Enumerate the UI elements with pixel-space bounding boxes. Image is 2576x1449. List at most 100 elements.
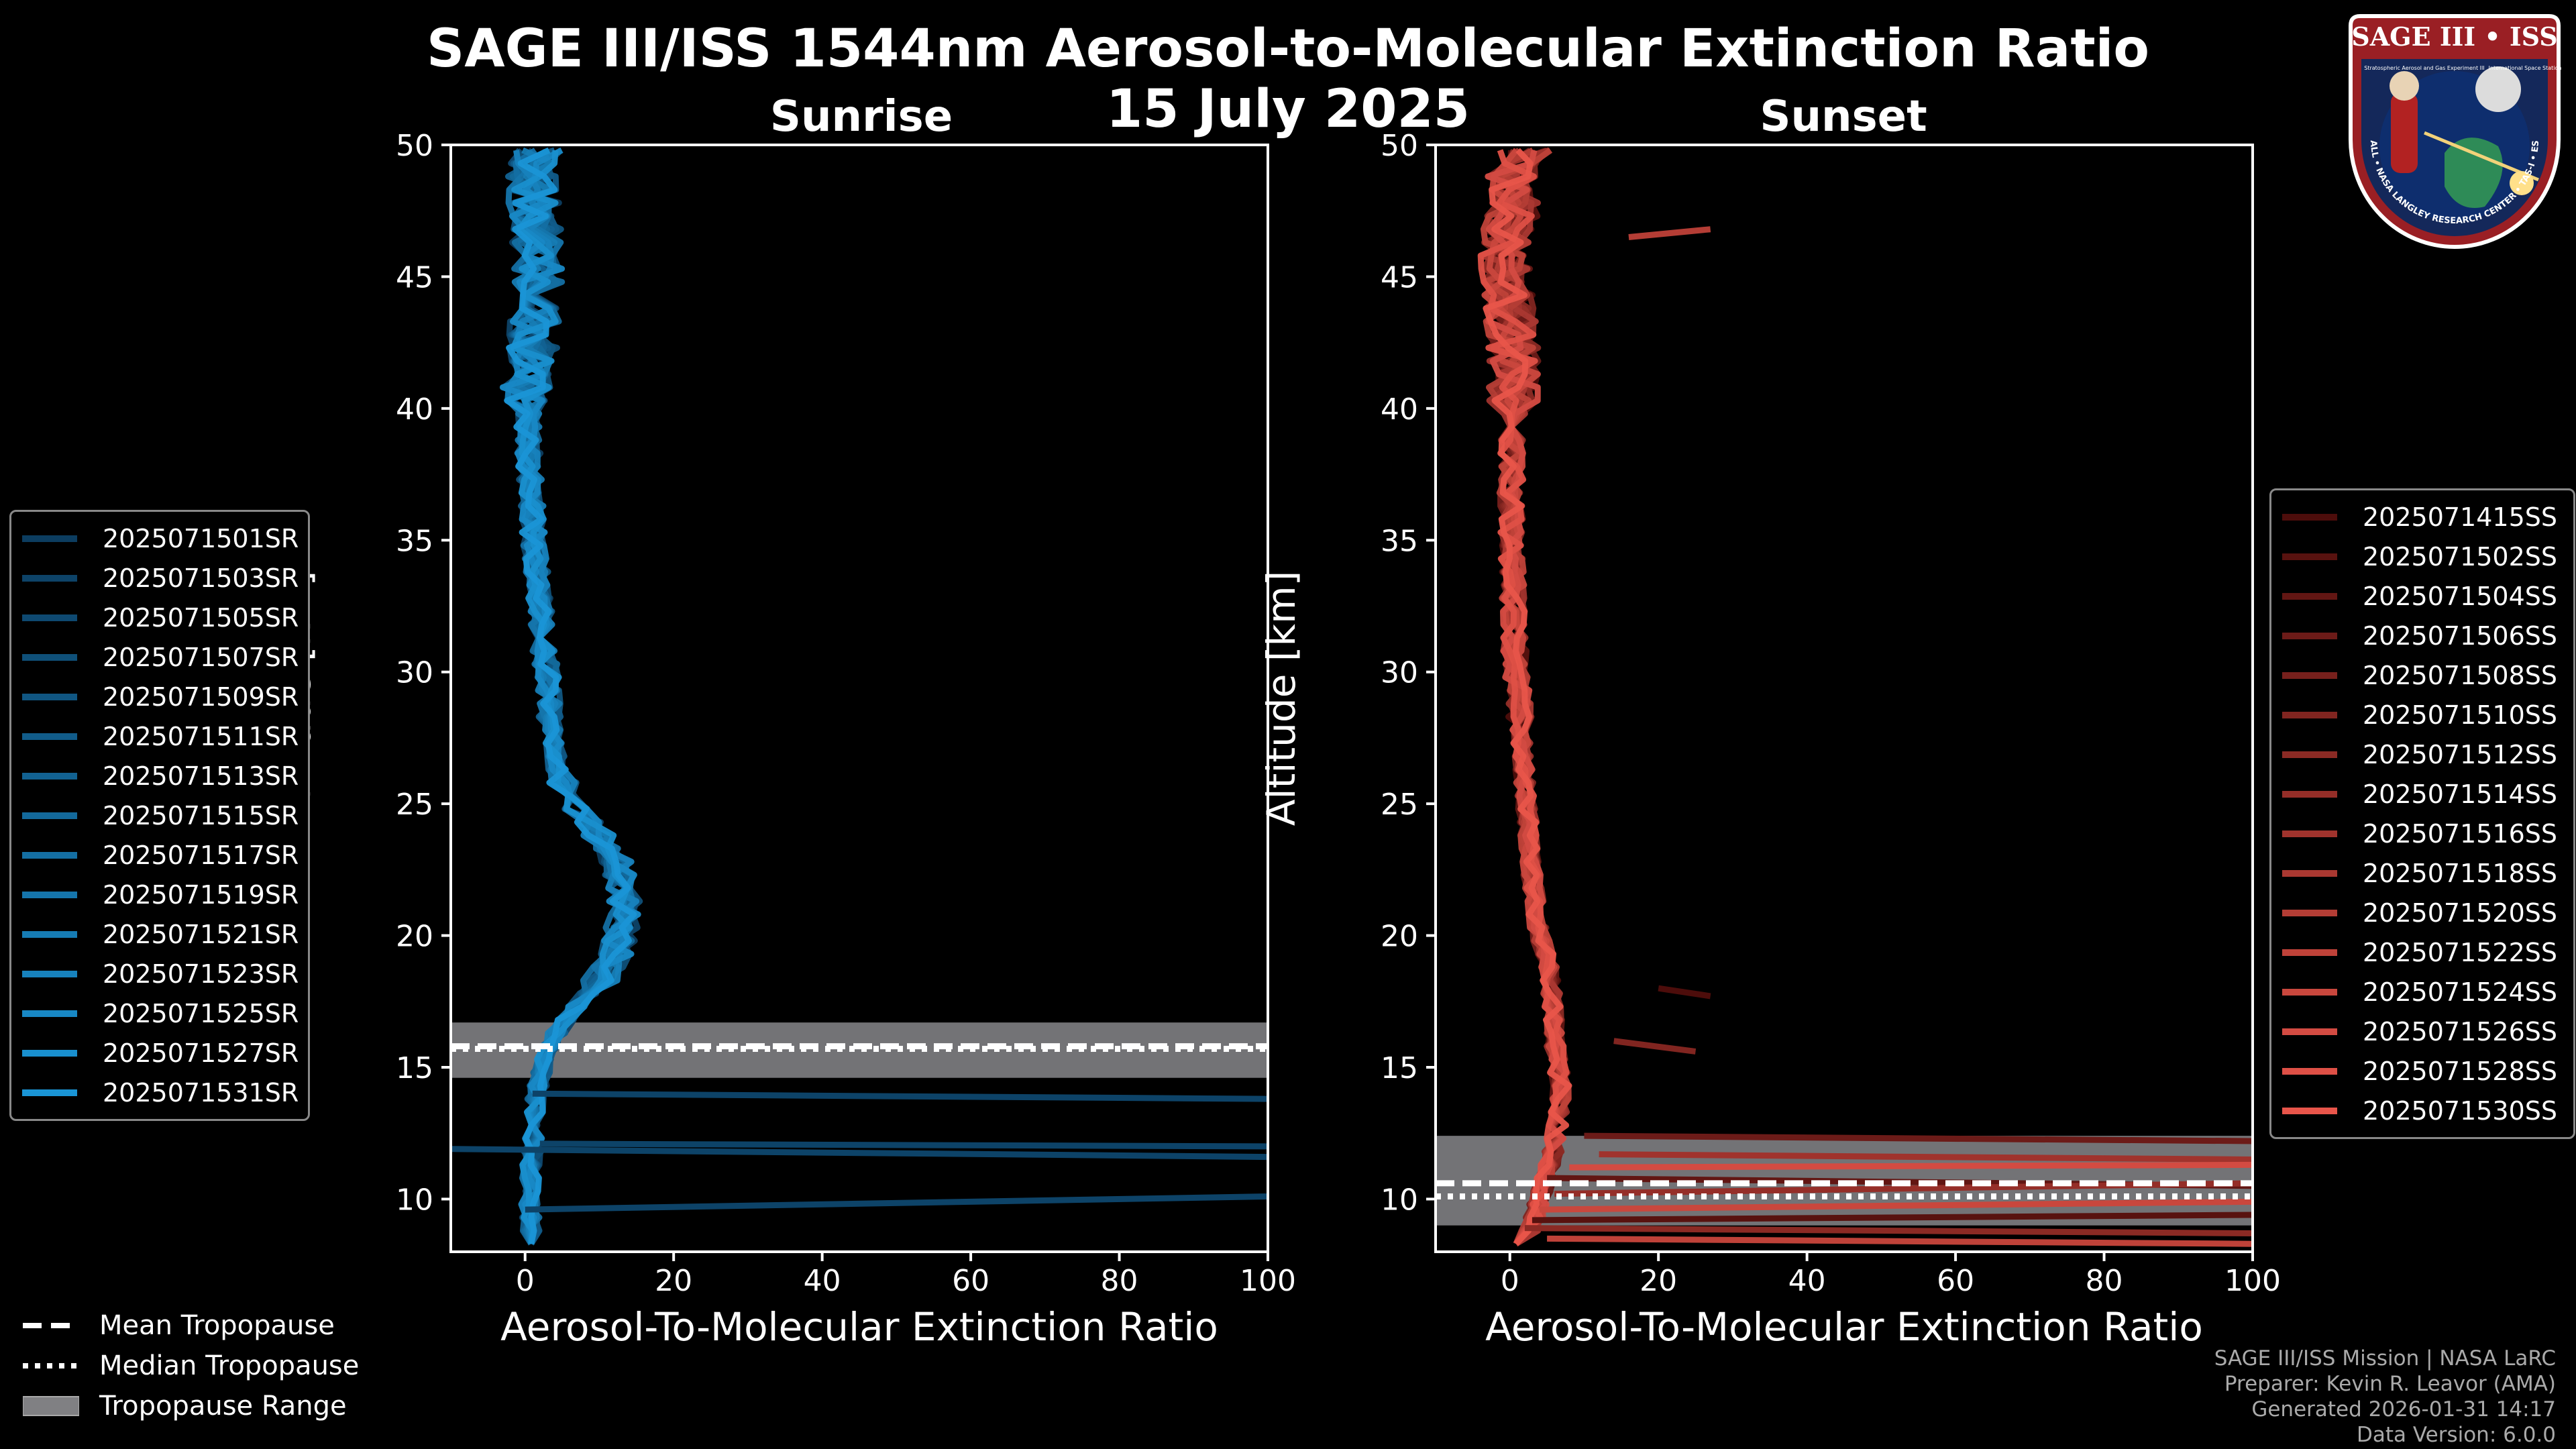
legend-item-2025071513SR: 2025071513SR [22,756,299,796]
y-tick-label: 40 [1381,392,1418,427]
legend-swatch [2282,513,2337,521]
legend-label: 2025071526SS [2363,1016,2558,1046]
legend-item-2025071519SR: 2025071519SR [22,875,299,914]
legend-swatch [22,1049,77,1057]
legend-label: 2025071527SR [103,1038,299,1068]
legend-item-2025071531SR: 2025071531SR [22,1073,299,1112]
y-tick-label: 20 [1381,920,1418,954]
legend-item-2025071415SS: 2025071415SS [2282,497,2563,537]
legend-item-2025071515SR: 2025071515SR [22,796,299,835]
legend-label: 2025071508SS [2363,660,2558,690]
x-tick-label: 80 [1101,1264,1138,1298]
legend-label: 2025071525SR [103,998,299,1028]
legend-item-2025071518SS: 2025071518SS [2282,853,2563,893]
profile-line-2025071528SS [1477,149,1570,1246]
legend-swatch [22,535,77,542]
sunrise-legend: 2025071501SR 2025071503SR 2025071505SR 2025… [9,510,310,1121]
y-tick-label: 25 [396,788,433,822]
x-tick-label: 40 [804,1264,841,1298]
y-tick-label: 50 [396,129,433,163]
legend-swatch [22,693,77,700]
y-tick-label: 15 [1381,1051,1418,1085]
legend-label: 2025071531SR [103,1077,299,1108]
x-tick-label: 20 [1640,1264,1677,1298]
outlier-line [532,1090,1268,1102]
legend-swatch [22,891,77,898]
legend-swatch [22,733,77,740]
y-tick-label: 10 [396,1183,433,1217]
legend-label: 2025071507SR [103,642,299,672]
legend-item-2025071516SS: 2025071516SS [2282,814,2563,853]
y-tick-label: 35 [396,524,433,558]
plot-frame [1434,144,2254,1253]
footer-generated: Generated 2026-01-31 14:17 [2251,1397,2556,1421]
legend-swatch [2282,830,2337,837]
legend-swatch [2282,949,2337,956]
outlier-line [1628,226,1711,240]
y-tick-label: 40 [396,392,433,427]
legend-item-2025071527SR: 2025071527SR [22,1033,299,1073]
logo-tagline-iss: International Space Station [2489,65,2562,71]
legend-label: 2025071523SR [103,959,299,989]
median-tropopause-swatch [23,1363,79,1368]
x-axis-label: Aerosol-To-Molecular Extinction Ratio [1485,1304,2203,1350]
legend-label: 2025071509SR [103,682,299,712]
legend-swatch [22,574,77,582]
outlier-line [1547,1235,2253,1247]
legend-item-2025071510SS: 2025071510SS [2282,695,2563,735]
logo-title: SAGE III • ISS [2351,21,2557,52]
legend-item-2025071520SS: 2025071520SS [2282,893,2563,932]
legend-swatch [2282,790,2337,798]
legend-item-2025071517SR: 2025071517SR [22,835,299,875]
tropopause-range-swatch [23,1396,79,1416]
median-tropopause-label: Median Tropopause [99,1350,360,1381]
legend-swatch [22,653,77,661]
mean-tropopause-swatch [23,1323,79,1328]
legend-swatch [2282,988,2337,996]
profile-line-2025071531SR [504,147,637,1245]
outlier-line [1539,1198,2253,1213]
legend-swatch [2282,869,2337,877]
legend-item-2025071507SR: 2025071507SR [22,637,299,677]
legend-label: 2025071510SS [2363,700,2558,730]
y-axis-label: Altitude [km] [1258,571,1304,826]
y-tick-label: 45 [1381,260,1418,294]
y-tick-label: 35 [1381,524,1418,558]
legend-item-2025071523SR: 2025071523SR [22,954,299,994]
legend-item-2025071514SS: 2025071514SS [2282,774,2563,814]
legend-label: 2025071528SS [2363,1056,2558,1086]
legend-swatch [22,1089,77,1096]
legend-swatch [2282,553,2337,560]
legend-label: 2025071503SR [103,563,299,593]
y-tick-label: 50 [1381,129,1418,163]
sage-iii-iss-mission-logo: SAGE III • ISS Stratospheric Aerosol and… [2344,12,2562,249]
legend-swatch [2282,711,2337,718]
legend-swatch [2282,1067,2337,1075]
main-title: SAGE III/ISS 1544nm Aerosol-to-Molecular… [427,19,2149,79]
legend-item-2025071511SR: 2025071511SR [22,716,299,756]
legend-label: 2025071518SS [2363,858,2558,888]
x-tick-label: 40 [1788,1264,1826,1298]
x-tick-label: 60 [1937,1264,1974,1298]
legend-label: 2025071522SS [2363,937,2558,967]
date-title: 15 July 2025 [1106,79,1470,140]
legend-label: 2025071505SR [103,602,299,633]
y-tick-label: 15 [396,1051,433,1085]
sunrise-panel: 0 20 40 60 80 100 10 15 20 25 30 35 40 45 50 Aerosol-To… [274,129,1296,1350]
y-tick-label: 25 [1381,788,1418,822]
legend-swatch [2282,1107,2337,1114]
legend-tropopause-range: Tropopause Range [23,1386,359,1426]
legend-swatch [2282,592,2337,600]
tropopause-legend: Mean Tropopause Median Tropopause Tropop… [23,1305,359,1426]
outlier-line [539,1140,1268,1150]
legend-swatch [22,851,77,859]
legend-label: 2025071511SR [103,721,299,751]
outlier-line [1524,1225,2253,1236]
legend-swatch [22,614,77,621]
legend-swatch [22,930,77,938]
sunrise-panel-title: Sunrise [769,92,953,142]
legend-label: 2025071515SR [103,800,299,830]
y-tick-label: 10 [1381,1183,1418,1217]
sunrise-plot-area [451,147,1268,1246]
